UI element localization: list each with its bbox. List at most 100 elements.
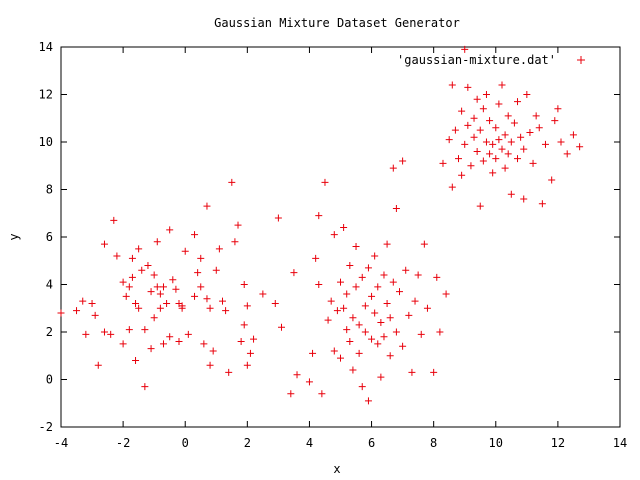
data-point — [340, 304, 348, 312]
data-point — [510, 119, 518, 127]
data-point — [498, 145, 506, 153]
data-point — [455, 155, 463, 163]
data-point — [371, 309, 379, 317]
data-point — [82, 330, 90, 338]
data-point — [436, 328, 444, 336]
data-point — [88, 300, 96, 307]
data-point — [442, 290, 450, 298]
data-point — [405, 311, 413, 319]
y-tick-label: 12 — [39, 88, 53, 102]
data-point — [433, 273, 441, 281]
data-point — [343, 290, 351, 298]
data-point — [327, 297, 335, 305]
data-point — [91, 311, 99, 319]
data-point — [467, 162, 475, 170]
data-point — [486, 150, 494, 158]
data-point — [380, 271, 388, 279]
data-point — [340, 224, 348, 231]
data-point — [277, 323, 285, 331]
data-point — [132, 357, 140, 364]
data-point — [240, 281, 248, 288]
data-point — [402, 266, 410, 274]
data-point — [166, 226, 174, 234]
data-point — [479, 157, 487, 165]
data-point — [228, 178, 236, 186]
data-point — [386, 314, 394, 322]
data-point — [172, 285, 180, 293]
data-point — [312, 254, 320, 262]
data-point — [448, 183, 456, 191]
data-point — [514, 155, 522, 163]
data-point — [526, 129, 534, 136]
data-point — [517, 133, 525, 141]
x-tick-label: 4 — [306, 436, 313, 450]
x-tick-label: 14 — [613, 436, 627, 450]
data-point — [141, 383, 149, 391]
data-point — [482, 91, 490, 98]
data-point — [529, 159, 537, 167]
data-point — [287, 390, 295, 398]
data-point — [495, 100, 503, 108]
data-point — [396, 288, 404, 296]
data-point — [231, 238, 239, 246]
data-point — [451, 126, 459, 134]
data-point — [383, 300, 391, 307]
data-point — [243, 302, 251, 310]
data-point — [399, 157, 407, 165]
x-axis-label: x — [333, 462, 340, 476]
data-point — [132, 300, 140, 307]
data-point — [523, 91, 531, 98]
y-tick-label: 14 — [39, 40, 53, 54]
data-point — [138, 266, 146, 274]
data-point — [191, 231, 199, 239]
data-point — [569, 131, 577, 139]
data-point — [200, 340, 208, 348]
data-point — [430, 368, 438, 376]
data-point — [166, 333, 174, 341]
data-point — [374, 340, 382, 348]
x-tick-label: 10 — [489, 436, 503, 450]
data-point — [94, 361, 102, 369]
data-point — [100, 240, 108, 248]
data-point — [119, 340, 127, 348]
data-point — [225, 368, 233, 376]
data-point — [473, 148, 481, 155]
data-point — [392, 328, 400, 336]
y-tick-label: 4 — [46, 278, 53, 292]
data-point — [374, 283, 382, 291]
y-tick-label: 8 — [46, 183, 53, 197]
data-point — [156, 290, 164, 298]
y-tick-label: 2 — [46, 325, 53, 339]
data-point — [107, 330, 115, 338]
data-point — [184, 330, 192, 338]
data-point — [414, 271, 422, 279]
data-point — [377, 319, 385, 326]
data-point — [290, 269, 298, 277]
data-point — [358, 383, 366, 391]
data-point — [479, 105, 487, 113]
data-point — [147, 345, 155, 353]
data-point — [150, 271, 158, 279]
data-point — [159, 283, 167, 291]
data-point — [156, 304, 164, 312]
data-point — [355, 321, 363, 329]
data-point — [399, 342, 407, 350]
data-point — [507, 190, 515, 198]
data-point — [383, 240, 391, 248]
data-point — [371, 252, 379, 260]
data-point — [274, 214, 282, 222]
data-point — [125, 326, 133, 334]
data-point — [377, 373, 385, 381]
data-point — [476, 126, 484, 134]
data-point — [315, 281, 323, 288]
data-point — [355, 349, 363, 357]
data-point — [461, 45, 469, 53]
data-point — [218, 297, 226, 305]
data-point — [309, 349, 317, 357]
data-point — [346, 262, 354, 269]
data-point — [532, 112, 540, 120]
data-point — [498, 81, 506, 89]
data-point — [392, 205, 400, 212]
data-point — [125, 283, 133, 291]
